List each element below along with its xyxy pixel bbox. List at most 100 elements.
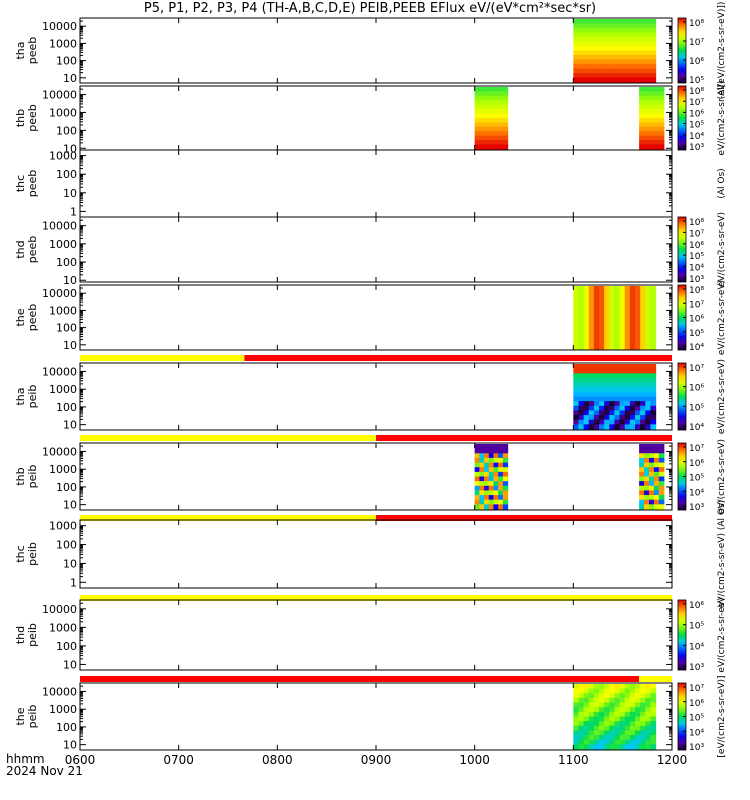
spectrogram-cell bbox=[650, 364, 657, 370]
spectrogram-cell bbox=[474, 87, 480, 93]
spectrogram-cell bbox=[629, 313, 636, 319]
y-tick-label: 10 bbox=[63, 557, 77, 570]
spectrogram-cell bbox=[635, 373, 641, 379]
spectrogram-cell bbox=[645, 286, 652, 292]
spectrogram-cell bbox=[484, 135, 490, 141]
panel-frame bbox=[79, 599, 673, 671]
spectrogram-cell bbox=[650, 377, 657, 384]
spectrogram-cell bbox=[604, 684, 610, 690]
spectrogram-cell bbox=[604, 59, 610, 65]
colorbar-tick-label: 10³ bbox=[689, 275, 704, 285]
y-axis-label: thc bbox=[14, 175, 27, 192]
colorbar-label: eV/(cm2-s-sr-eV) bbox=[717, 439, 727, 514]
spectrogram-cell bbox=[583, 64, 590, 70]
spectrogram-cell bbox=[604, 415, 610, 421]
spectrogram-cell bbox=[578, 744, 585, 750]
spectrogram-cell bbox=[639, 140, 645, 146]
spectrogram-cell bbox=[593, 688, 600, 694]
panel-frame bbox=[79, 519, 673, 589]
spectrogram-cell bbox=[474, 135, 480, 141]
y-tick-label: 100 bbox=[56, 322, 77, 335]
spectrogram-cell bbox=[640, 37, 646, 43]
spectrogram-cell bbox=[635, 299, 641, 305]
spectrogram-cell bbox=[604, 313, 610, 319]
spectrogram-cell bbox=[588, 697, 595, 704]
spectrogram-cell bbox=[488, 118, 495, 124]
spectrogram-cell bbox=[604, 19, 610, 25]
spectrogram-cell bbox=[629, 725, 636, 732]
spectrogram-cell bbox=[502, 91, 509, 97]
spectrogram-cell bbox=[624, 401, 631, 407]
spectrogram-cell bbox=[640, 387, 646, 393]
spectrogram-cell bbox=[645, 313, 652, 319]
spectrogram-cell bbox=[644, 495, 650, 501]
spectrogram-cell bbox=[624, 23, 631, 29]
spectrogram-cell bbox=[614, 46, 621, 52]
spectrogram-cell bbox=[639, 462, 645, 468]
spectrogram-cell bbox=[493, 485, 499, 492]
spectrogram-cell bbox=[609, 335, 616, 341]
spectrogram-cell bbox=[619, 364, 626, 370]
spectrogram-cell bbox=[588, 739, 595, 745]
spectrogram-cell bbox=[624, 59, 631, 65]
spectrogram-cell bbox=[609, 702, 616, 708]
spectrogram-cell bbox=[640, 28, 646, 34]
spectrogram-cell bbox=[588, 716, 595, 722]
spectrogram-cell bbox=[650, 387, 657, 393]
spectrogram-cell bbox=[650, 299, 657, 305]
spectrogram-cell bbox=[609, 28, 616, 34]
spectrogram-cell bbox=[645, 382, 652, 388]
spectrogram-cell bbox=[639, 135, 645, 141]
spectrogram-cell bbox=[619, 32, 626, 38]
y-tick-label: 1 bbox=[70, 576, 77, 589]
spectrogram-cell bbox=[498, 131, 504, 137]
spectrogram-cell bbox=[609, 368, 616, 374]
spectrogram-cell bbox=[614, 725, 621, 732]
spectrogram-cell bbox=[658, 453, 665, 459]
spectrogram-cell bbox=[588, 299, 595, 305]
spectrogram-cell bbox=[609, 684, 616, 690]
spectrogram-cell bbox=[645, 317, 652, 323]
spectrogram-cell bbox=[583, 322, 590, 328]
spectrogram-cell bbox=[604, 331, 610, 337]
spectrogram-cell bbox=[604, 73, 610, 79]
spectrogram-cell bbox=[484, 448, 490, 454]
spectrogram-cell bbox=[578, 68, 585, 74]
spectrogram-cell bbox=[645, 32, 652, 38]
spectrogram-cell bbox=[479, 467, 485, 473]
spectrogram-cell bbox=[644, 104, 650, 110]
spectrogram-cell bbox=[578, 19, 585, 25]
spectrogram-cell bbox=[484, 144, 490, 150]
spectrogram-cell bbox=[640, 50, 646, 56]
colorbar bbox=[677, 17, 687, 84]
spectrogram-cell bbox=[653, 135, 660, 141]
spectrogram-cell bbox=[640, 702, 646, 708]
spectrogram-cell bbox=[583, 290, 590, 296]
colorbar bbox=[677, 599, 687, 671]
spectrogram-cell bbox=[645, 23, 652, 29]
spectrogram-cell bbox=[635, 313, 641, 319]
spectrogram-cell bbox=[658, 118, 665, 124]
spectrogram-cell bbox=[479, 126, 485, 132]
spectrogram-cell bbox=[624, 77, 631, 83]
spectrogram-cell bbox=[604, 744, 610, 750]
spectrogram-cell bbox=[583, 382, 590, 388]
spectrogram-cell bbox=[635, 702, 641, 708]
spectrogram-cell bbox=[588, 41, 595, 47]
spectrogram-cell bbox=[644, 462, 650, 468]
spectrogram-cell bbox=[629, 373, 636, 379]
spectrogram-cell bbox=[624, 344, 631, 350]
spectrogram-cell bbox=[502, 118, 509, 124]
spectrogram-cell bbox=[479, 109, 485, 115]
spectrogram-cell bbox=[583, 304, 590, 310]
spectrogram-cell bbox=[573, 368, 580, 374]
spectrogram-cell bbox=[624, 55, 631, 61]
spectrogram-cell bbox=[498, 499, 504, 505]
spectrogram-cell bbox=[583, 73, 590, 79]
y-axis-label: thb bbox=[14, 109, 27, 127]
spectrogram-cell bbox=[578, 373, 585, 379]
spectrogram-cell bbox=[573, 68, 580, 74]
spectrogram-cell bbox=[635, 377, 641, 384]
spectrogram-cell bbox=[604, 326, 610, 332]
spectrogram-cell bbox=[644, 476, 650, 482]
